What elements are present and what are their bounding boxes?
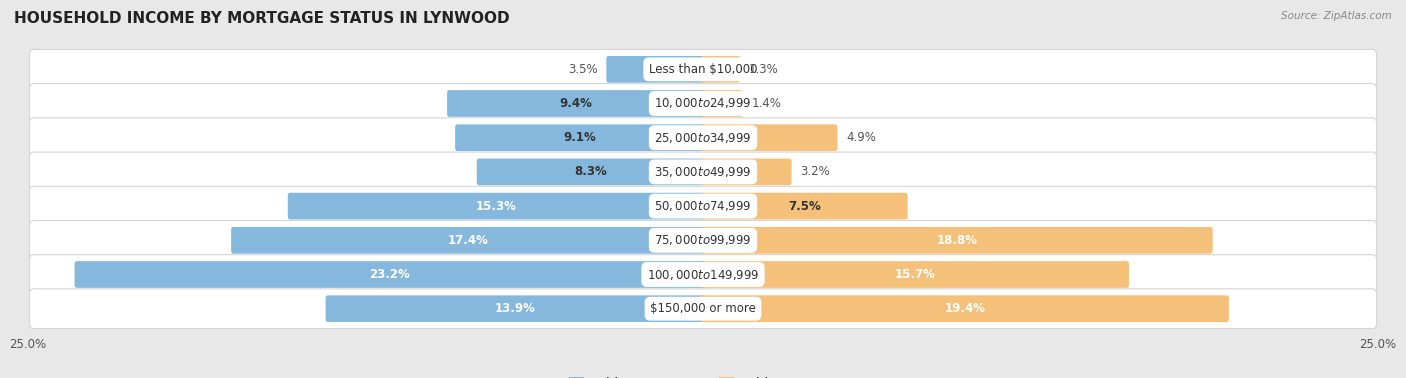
Text: 9.4%: 9.4% xyxy=(560,97,592,110)
FancyBboxPatch shape xyxy=(700,90,742,117)
FancyBboxPatch shape xyxy=(447,90,706,117)
Text: 1.3%: 1.3% xyxy=(749,63,779,76)
Text: 7.5%: 7.5% xyxy=(787,200,821,212)
FancyBboxPatch shape xyxy=(326,295,706,322)
FancyBboxPatch shape xyxy=(30,220,1376,260)
FancyBboxPatch shape xyxy=(30,289,1376,328)
FancyBboxPatch shape xyxy=(30,84,1376,123)
Text: $35,000 to $49,999: $35,000 to $49,999 xyxy=(654,165,752,179)
Text: 19.4%: 19.4% xyxy=(945,302,986,315)
Text: 3.5%: 3.5% xyxy=(568,63,598,76)
FancyBboxPatch shape xyxy=(30,255,1376,294)
Text: HOUSEHOLD INCOME BY MORTGAGE STATUS IN LYNWOOD: HOUSEHOLD INCOME BY MORTGAGE STATUS IN L… xyxy=(14,11,510,26)
FancyBboxPatch shape xyxy=(700,158,792,185)
Text: $25,000 to $34,999: $25,000 to $34,999 xyxy=(654,131,752,145)
Text: 23.2%: 23.2% xyxy=(370,268,411,281)
Text: 4.9%: 4.9% xyxy=(846,131,876,144)
Text: 1.4%: 1.4% xyxy=(752,97,782,110)
Text: 18.8%: 18.8% xyxy=(936,234,977,247)
Text: $150,000 or more: $150,000 or more xyxy=(650,302,756,315)
FancyBboxPatch shape xyxy=(30,186,1376,226)
FancyBboxPatch shape xyxy=(700,295,1229,322)
FancyBboxPatch shape xyxy=(700,193,908,220)
Text: 17.4%: 17.4% xyxy=(447,234,488,247)
Legend: Without Mortgage, With Mortgage: Without Mortgage, With Mortgage xyxy=(569,376,837,378)
Text: 3.2%: 3.2% xyxy=(800,166,830,178)
FancyBboxPatch shape xyxy=(477,158,706,185)
Text: 13.9%: 13.9% xyxy=(495,302,536,315)
Text: 8.3%: 8.3% xyxy=(575,166,607,178)
FancyBboxPatch shape xyxy=(288,193,706,220)
FancyBboxPatch shape xyxy=(231,227,706,254)
Text: $50,000 to $74,999: $50,000 to $74,999 xyxy=(654,199,752,213)
Text: $10,000 to $24,999: $10,000 to $24,999 xyxy=(654,96,752,110)
FancyBboxPatch shape xyxy=(75,261,706,288)
FancyBboxPatch shape xyxy=(606,56,706,83)
FancyBboxPatch shape xyxy=(456,124,706,151)
Text: $75,000 to $99,999: $75,000 to $99,999 xyxy=(654,233,752,247)
Text: Less than $10,000: Less than $10,000 xyxy=(648,63,758,76)
Text: 9.1%: 9.1% xyxy=(564,131,596,144)
FancyBboxPatch shape xyxy=(30,118,1376,158)
FancyBboxPatch shape xyxy=(700,56,740,83)
FancyBboxPatch shape xyxy=(700,124,838,151)
Text: 15.7%: 15.7% xyxy=(894,268,935,281)
Text: 15.3%: 15.3% xyxy=(477,200,517,212)
FancyBboxPatch shape xyxy=(700,261,1129,288)
Text: Source: ZipAtlas.com: Source: ZipAtlas.com xyxy=(1281,11,1392,21)
FancyBboxPatch shape xyxy=(700,227,1212,254)
Text: $100,000 to $149,999: $100,000 to $149,999 xyxy=(647,268,759,282)
FancyBboxPatch shape xyxy=(30,50,1376,89)
FancyBboxPatch shape xyxy=(30,152,1376,192)
